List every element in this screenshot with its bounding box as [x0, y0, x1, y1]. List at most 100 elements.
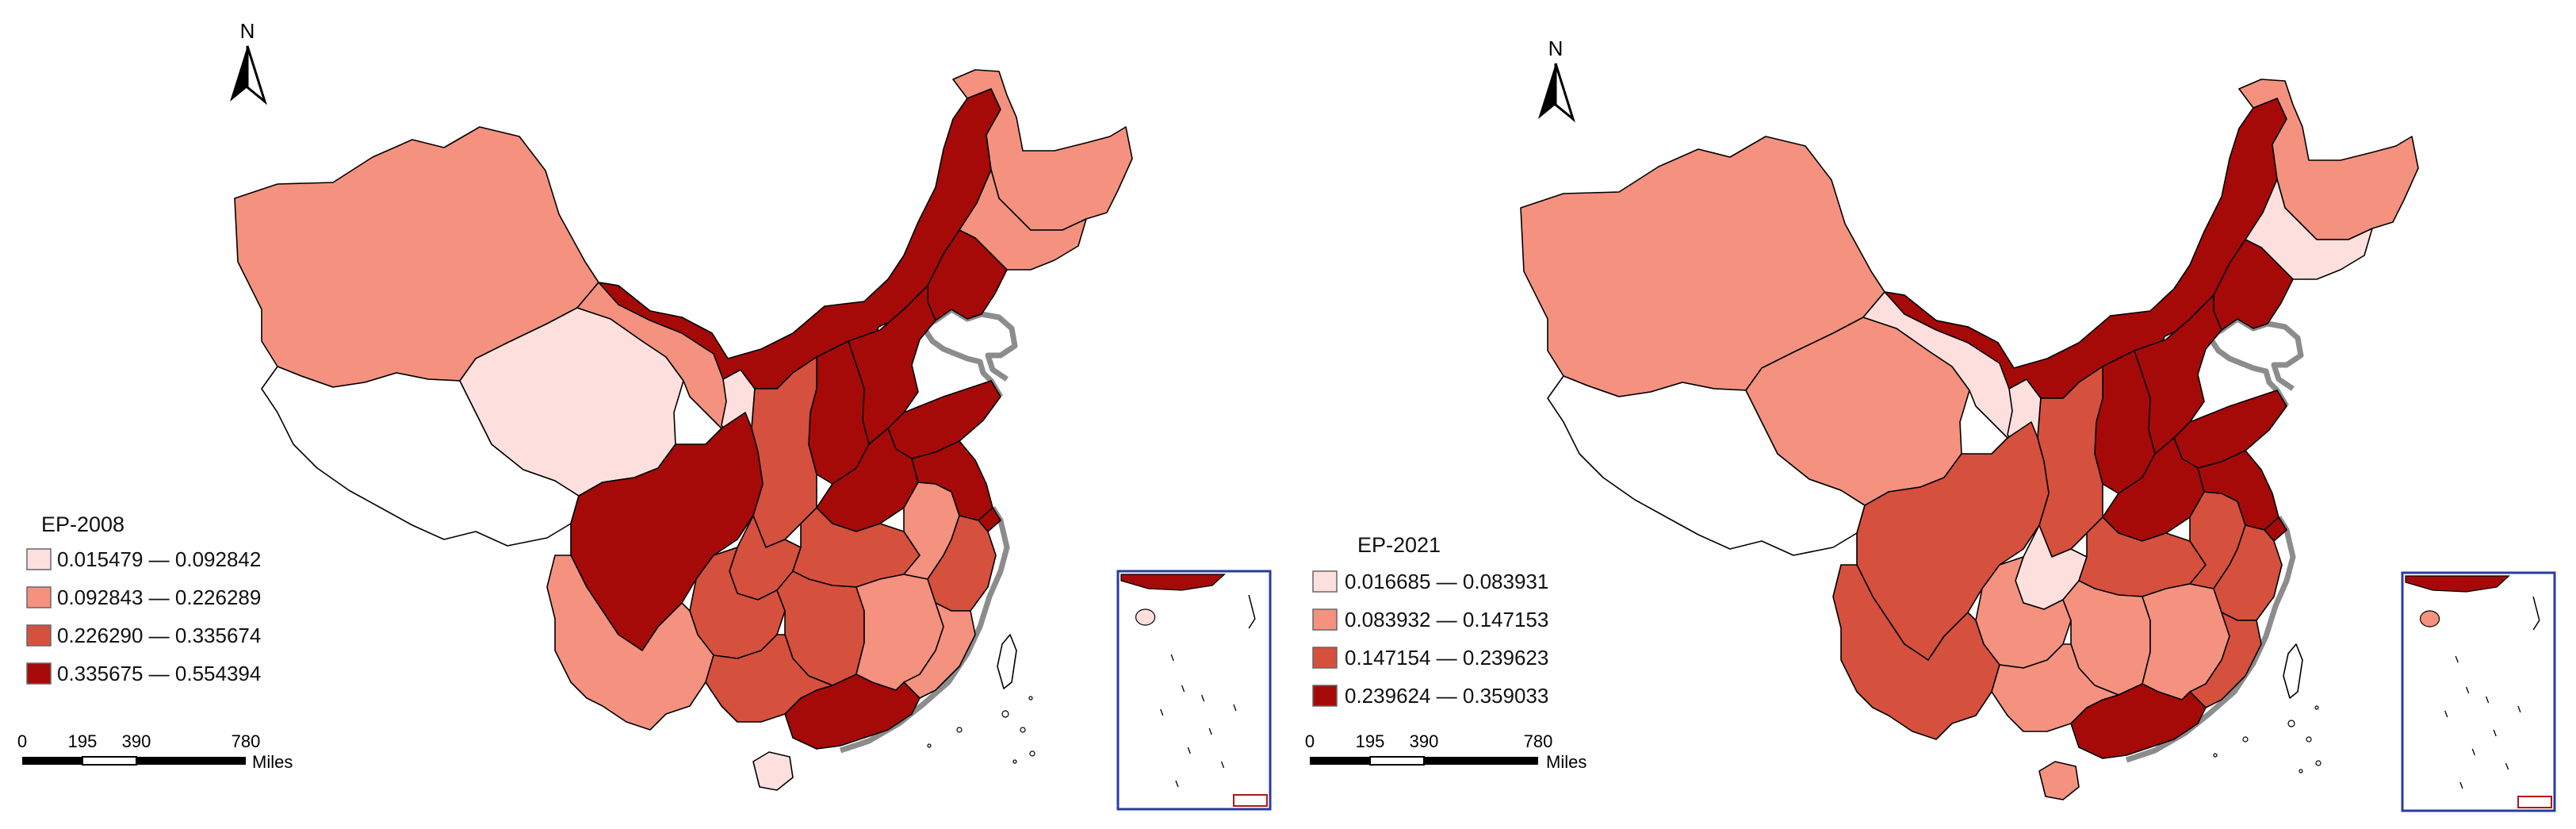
scale-tick-780: 780: [1524, 731, 1553, 751]
island: [2315, 760, 2321, 766]
island: [2314, 705, 2319, 710]
inset-island: [2455, 655, 2459, 663]
scale-tick-390: 390: [1410, 731, 1439, 751]
scale-tick-390: 390: [122, 731, 151, 751]
region-guangxi: [705, 634, 833, 723]
legend-label-1: 0.016685 — 0.083931: [1345, 570, 1548, 593]
inset-island: [1160, 708, 1164, 716]
inset-island: [2444, 710, 2448, 718]
inset-island: [2505, 762, 2509, 770]
inset-island: [2493, 729, 2497, 737]
island: [2306, 736, 2312, 743]
scale-tick-0: 0: [17, 731, 27, 751]
island: [2213, 753, 2218, 758]
inset-island: [1200, 694, 1205, 702]
south-china-sea-inset-2: [2401, 571, 2556, 812]
north-arrow-2: N: [1538, 36, 1575, 123]
legend-swatch-1: [26, 548, 52, 570]
scale-bar-2: 0 195 390 780 Miles: [1305, 731, 1587, 772]
inset-island: [2471, 748, 2475, 756]
inset-island: [1181, 685, 1185, 693]
legend-label-3: 0.147154 — 0.239623: [1345, 646, 1548, 670]
inset-mainland: [1120, 574, 1226, 591]
inset-marker: [2517, 796, 2552, 808]
legend-swatch-3: [26, 624, 52, 647]
island: [2287, 720, 2295, 727]
north-arrow-icon: [230, 46, 247, 102]
inset-island: [1170, 654, 1174, 662]
island: [1028, 696, 1033, 700]
legend-label-2: 0.083932 — 0.147153: [1345, 608, 1548, 631]
map-panel-2: [1520, 79, 2419, 800]
legend-label-2: 0.092843 — 0.226289: [57, 585, 261, 609]
region-yunnan: [1832, 564, 2000, 740]
scale-bar-1: 0 195 390 780 Miles: [17, 731, 293, 772]
region-yunnan: [546, 555, 714, 731]
inset-island: [1233, 704, 1237, 712]
legend-label-3: 0.226290 — 0.335674: [57, 624, 261, 647]
inset-mainland: [2405, 575, 2510, 593]
island: [2298, 769, 2303, 773]
north-arrow-1: N: [230, 19, 267, 106]
inset-island: [1187, 746, 1191, 754]
north-arrow-icon: [1538, 63, 1556, 119]
scale-tick-195: 195: [68, 731, 98, 751]
region-taiwan: [997, 634, 1017, 689]
region-zhejiang: [927, 515, 997, 612]
legend-swatch-3: [1312, 647, 1338, 669]
scale-unit: Miles: [252, 752, 293, 772]
region-qinghai: [459, 307, 684, 497]
inset-island: [2459, 781, 2463, 789]
region-taiwan: [2283, 643, 2303, 699]
region-fujian: [903, 602, 976, 699]
inset-island: [1220, 761, 1225, 769]
inset-frame: [1116, 570, 1272, 811]
island: [1020, 727, 1026, 733]
legend-label-4: 0.335675 — 0.554394: [57, 662, 261, 685]
legend-swatch-4: [1312, 685, 1338, 707]
inset-hainan: [1135, 608, 1156, 626]
inset-hainan: [2419, 610, 2440, 628]
region-guangxi: [1991, 643, 2119, 732]
scale-unit: Miles: [1546, 752, 1587, 772]
region-fujian: [2189, 612, 2262, 708]
island: [956, 727, 963, 733]
inset-island: [1208, 727, 1212, 735]
region-qinghai: [1745, 317, 1970, 506]
legend-swatch-2: [26, 586, 52, 608]
scale-tick-195: 195: [1356, 731, 1385, 751]
region-heilongjiang: [952, 69, 1133, 231]
legend-label-4: 0.239624 — 0.359033: [1345, 684, 1548, 708]
legend-label-1: 0.015479 — 0.092842: [57, 547, 261, 571]
north-arrow-label: N: [240, 19, 255, 43]
inset-frame: [2401, 571, 2556, 812]
scale-tick-780: 780: [232, 731, 261, 751]
north-arrow-label: N: [1548, 36, 1564, 60]
inset-island: [2466, 686, 2470, 694]
legend-1: EP-2008 0.015479 — 0.092842 0.092843 — 0…: [26, 512, 261, 685]
scale-tick-0: 0: [1305, 731, 1315, 751]
island: [1012, 759, 1017, 764]
region-hainan: [2038, 761, 2080, 800]
legend-2: EP-2021 0.016685 — 0.083931 0.083932 — 0…: [1312, 533, 1548, 708]
inset-island: [2485, 696, 2490, 704]
legend-title: EP-2008: [41, 512, 124, 536]
region-heilongjiang: [2238, 79, 2419, 240]
inset-island: [2517, 705, 2521, 713]
legend-swatch-1: [1312, 570, 1338, 593]
island: [2242, 736, 2249, 743]
island: [1001, 710, 1009, 718]
map-panel-1: [234, 69, 1133, 791]
legend-swatch-2: [1312, 608, 1338, 631]
region-zhejiang: [2213, 524, 2283, 621]
legend-swatch-4: [26, 662, 52, 685]
south-china-sea-inset-1: [1116, 570, 1272, 811]
legend-title: EP-2021: [1357, 533, 1441, 557]
island: [1029, 750, 1035, 757]
inset-marker: [1233, 794, 1268, 807]
region-hainan: [752, 751, 794, 791]
island: [927, 743, 932, 748]
inset-island: [1175, 780, 1179, 788]
